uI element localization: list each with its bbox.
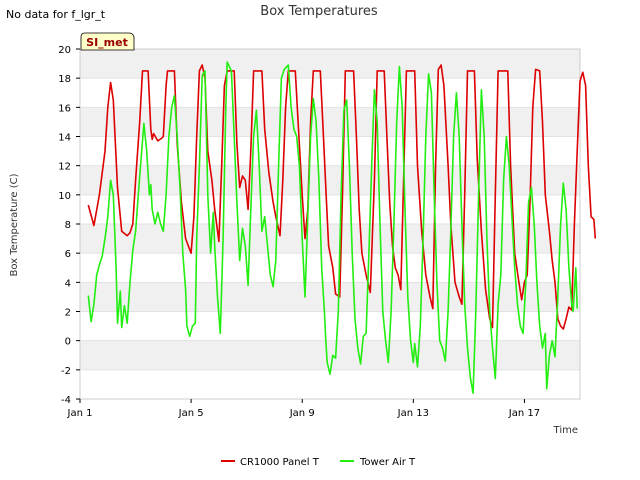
series-line-tower-air-t <box>87 61 578 394</box>
x-axis: Jan 1 Jan 5 Jan 9 Jan 13 Jan 17 <box>67 399 540 419</box>
x-axis-label: Time <box>553 425 578 436</box>
y-tick-label: -4 <box>61 395 71 406</box>
x-tick-label: Jan 13 <box>397 408 429 419</box>
y-tick-label: 14 <box>58 133 71 144</box>
background-band <box>80 224 580 254</box>
y-tick-label: 16 <box>58 103 71 114</box>
y-tick-label: 20 <box>58 45 71 56</box>
y-tick-label: 4 <box>65 278 71 289</box>
legend: CR1000 Panel T Tower Air T <box>221 457 416 468</box>
site-annotation: SI_met <box>80 32 135 51</box>
chart-title: Box Temperatures <box>260 4 378 19</box>
y-tick-label: 2 <box>65 308 71 319</box>
y-tick-label: 6 <box>65 249 71 260</box>
background-band <box>80 340 580 370</box>
x-tick-label: Jan 1 <box>67 408 93 419</box>
y-tick-label: 18 <box>58 74 71 85</box>
annotation-box <box>80 32 135 51</box>
background-band <box>80 49 580 79</box>
x-tick-label: Jan 9 <box>289 408 315 419</box>
y-tick-label: 10 <box>58 191 71 202</box>
y-tick-label: 8 <box>65 220 71 231</box>
x-tick-label: Jan 17 <box>508 408 540 419</box>
y-tick-label: 12 <box>58 162 71 173</box>
series-group <box>87 61 597 394</box>
y-axis-label: Box Temperature (C) <box>9 173 20 276</box>
background-band <box>80 107 580 137</box>
legend-label-tower: Tower Air T <box>359 457 416 468</box>
background-band <box>80 165 580 195</box>
background-bands <box>80 49 580 370</box>
no-data-note: No data for f_lgr_t <box>6 8 106 21</box>
x-tick-label: Jan 5 <box>178 408 204 419</box>
y-tick-label: 0 <box>65 337 71 348</box>
y-tick-label: -2 <box>61 366 71 377</box>
background-band <box>80 282 580 312</box>
legend-label-cr1000: CR1000 Panel T <box>240 457 320 468</box>
annotation-label: SI_met <box>86 36 128 49</box>
y-axis: -4 -2 0 2 4 6 8 10 12 14 16 18 20 <box>58 45 80 406</box>
